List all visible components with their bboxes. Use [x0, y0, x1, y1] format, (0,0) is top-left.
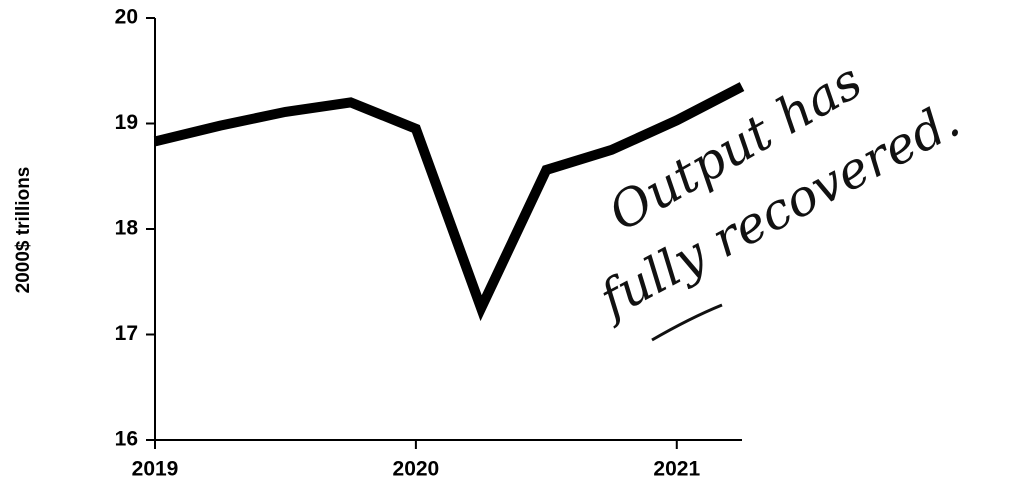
y-axis-label: 2000$ trillions — [13, 167, 34, 294]
data-line — [153, 82, 745, 322]
y-tick-label: 17 — [115, 322, 138, 345]
x-tick-label: 2019 — [132, 458, 179, 481]
y-tick-label: 16 — [115, 428, 138, 451]
y-tick-label: 19 — [115, 111, 138, 134]
annotation-underline — [651, 303, 723, 342]
x-tick-label: 2021 — [653, 458, 700, 481]
y-tick-label: 18 — [115, 217, 139, 240]
y-tick-label: 20 — [115, 6, 138, 29]
x-tick-label: 2020 — [393, 458, 440, 481]
